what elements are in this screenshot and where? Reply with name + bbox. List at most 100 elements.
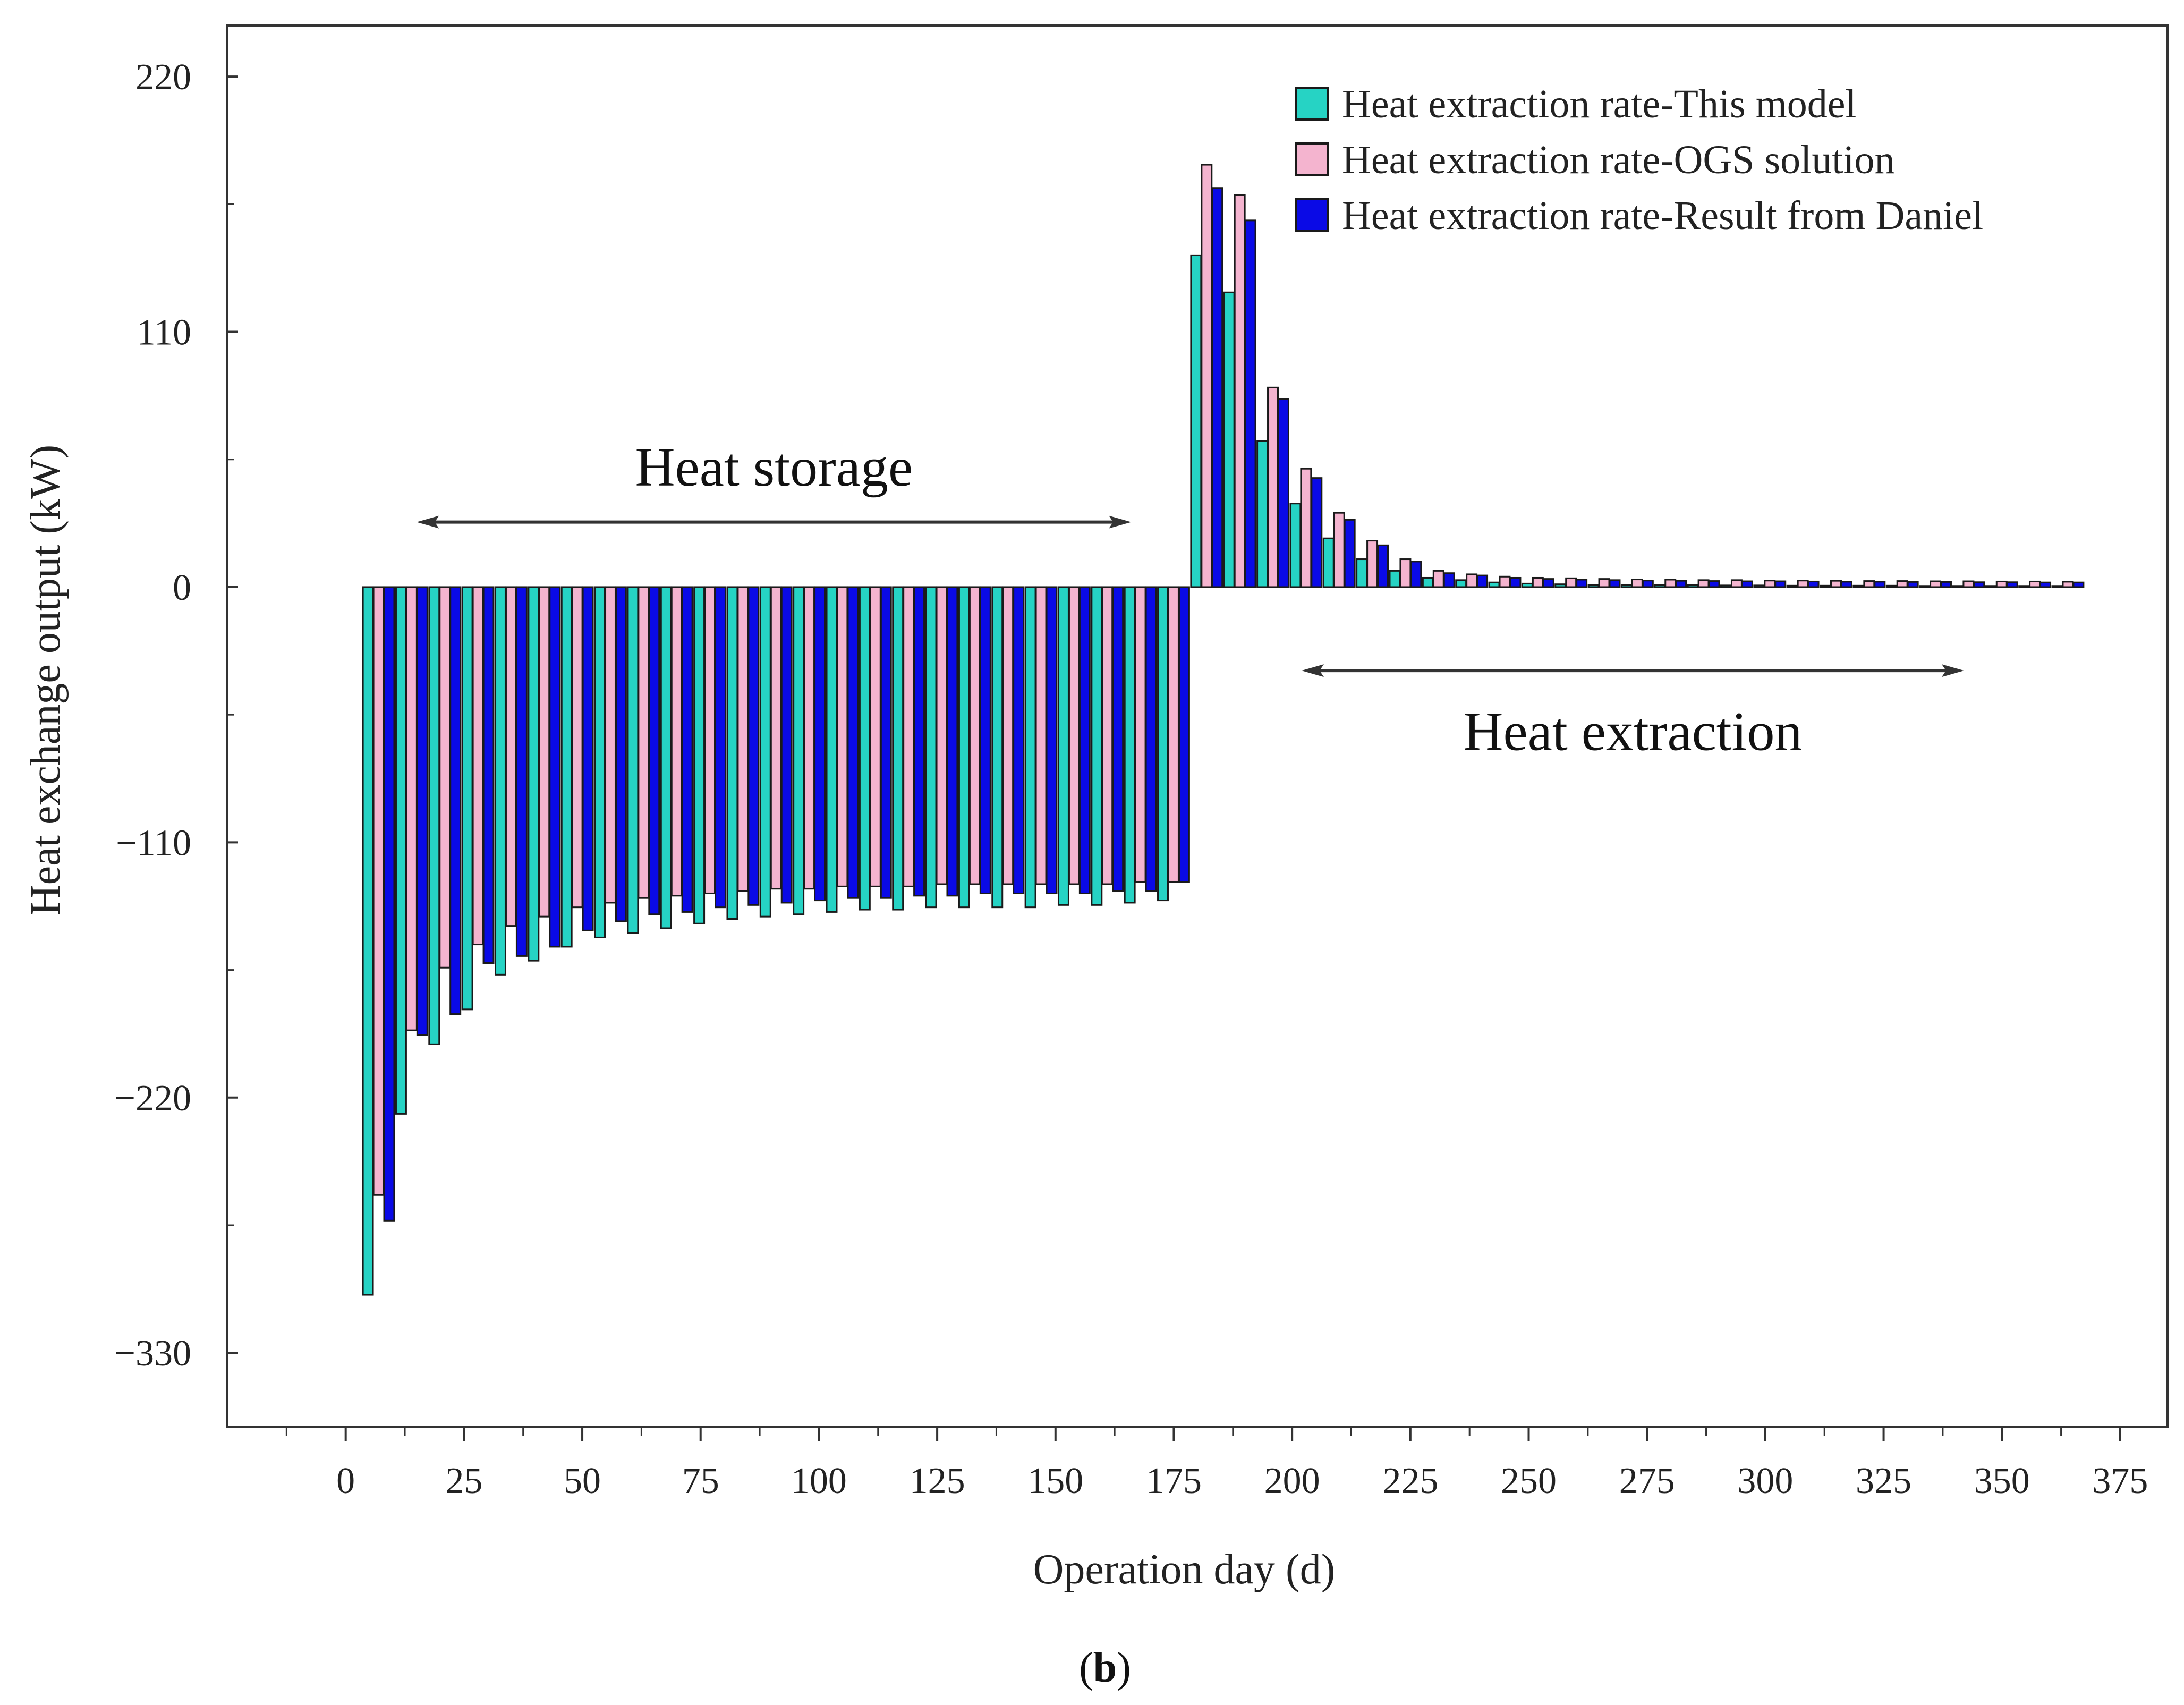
x-tick-label: 250 xyxy=(1501,1461,1557,1502)
bar-series-1-day-133 xyxy=(958,586,970,909)
y-tick-label: 110 xyxy=(137,312,191,353)
caption-open-paren: ( xyxy=(1079,1644,1093,1691)
bar-series-1-day-84 xyxy=(726,586,738,920)
x-tick-label: 300 xyxy=(1737,1461,1793,1502)
bar-series-1-day-147 xyxy=(1024,586,1036,909)
bar-series-2-day-147 xyxy=(1035,586,1047,885)
bar-series-2-day-63 xyxy=(638,586,650,899)
bar-series-2-day-28 xyxy=(472,586,484,946)
bar-series-3-day-147 xyxy=(1046,586,1058,894)
bar-series-1-day-266 xyxy=(1587,584,1600,588)
bar-series-1-day-238 xyxy=(1455,579,1467,588)
bar-series-2-day-182 xyxy=(1201,164,1213,588)
x-tick-label: 25 xyxy=(445,1461,482,1502)
annotation-arrowhead-left xyxy=(1301,664,1324,677)
bar-series-1-day-343 xyxy=(1952,585,1964,588)
y-tick-label: −110 xyxy=(116,822,191,863)
bar-series-3-day-350 xyxy=(2006,581,2018,588)
bar-series-3-day-280 xyxy=(1675,580,1687,588)
bar-series-1-day-154 xyxy=(1057,586,1069,906)
bar-series-1-day-70 xyxy=(660,586,672,929)
legend-label: Heat extraction rate-Result from Daniel xyxy=(1342,193,1983,238)
bar-series-1-day-7 xyxy=(362,586,374,1296)
bar-series-1-day-112 xyxy=(859,586,871,911)
bar-series-1-day-161 xyxy=(1091,586,1103,906)
bar-series-2-day-84 xyxy=(737,586,749,892)
bar-series-1-day-21 xyxy=(428,586,440,1045)
bar-series-1-day-245 xyxy=(1488,581,1500,588)
bar-series-1-day-273 xyxy=(1620,584,1633,588)
bar-series-2-day-329 xyxy=(1896,580,1908,588)
bar-series-1-day-98 xyxy=(793,586,805,915)
x-tick-label: 175 xyxy=(1146,1461,1202,1502)
x-tick-label: 150 xyxy=(1027,1461,1083,1502)
bar-series-1-day-91 xyxy=(759,586,771,918)
x-tick-label: 350 xyxy=(1974,1461,2030,1502)
bar-series-3-day-266 xyxy=(1609,579,1621,588)
annotation-arrowhead-right xyxy=(1941,664,1964,677)
bar-series-3-day-28 xyxy=(482,586,495,964)
bar-series-3-day-126 xyxy=(946,586,958,897)
bar-series-2-day-196 xyxy=(1267,386,1279,588)
bar-series-2-day-140 xyxy=(1002,586,1014,885)
y-tick-label: 220 xyxy=(135,57,191,98)
bar-series-3-day-84 xyxy=(747,586,760,906)
bar-series-2-day-252 xyxy=(1532,576,1544,588)
bar-series-2-day-245 xyxy=(1499,575,1511,588)
bar-series-1-day-35 xyxy=(495,586,506,976)
y-tick-label: −330 xyxy=(115,1333,191,1374)
bar-series-3-day-49 xyxy=(582,586,594,931)
bar-series-1-day-217 xyxy=(1356,558,1368,588)
bar-series-2-day-70 xyxy=(670,586,683,897)
bar-series-1-day-259 xyxy=(1554,583,1567,588)
bar-series-2-day-266 xyxy=(1598,578,1610,588)
bar-series-1-day-14 xyxy=(395,586,407,1115)
bar-series-3-day-133 xyxy=(979,586,991,894)
bar-series-1-day-63 xyxy=(627,586,639,934)
annotation-label: Heat extraction xyxy=(1463,701,1802,762)
x-tick-label: 225 xyxy=(1382,1461,1438,1502)
bar-series-1-day-42 xyxy=(528,586,540,962)
bar-series-2-day-280 xyxy=(1664,579,1677,588)
bar-series-3-day-245 xyxy=(1509,576,1522,588)
bar-series-2-day-287 xyxy=(1697,579,1710,588)
bar-series-3-day-252 xyxy=(1542,578,1554,588)
legend: Heat extraction rate-This model Heat extr… xyxy=(1295,82,1983,238)
bar-series-3-day-91 xyxy=(780,586,793,904)
bar-series-3-day-119 xyxy=(913,586,925,897)
legend-swatch xyxy=(1295,87,1329,121)
bar-series-2-day-56 xyxy=(605,586,616,904)
bar-series-2-day-133 xyxy=(968,586,981,885)
x-tick-label: 125 xyxy=(910,1461,965,1502)
bar-series-1-day-140 xyxy=(991,586,1004,909)
bar-series-2-day-210 xyxy=(1333,512,1345,588)
bar-series-2-day-42 xyxy=(538,586,550,918)
bar-series-2-day-175 xyxy=(1167,586,1179,883)
bar-series-2-day-7 xyxy=(372,586,385,1196)
bar-series-3-day-175 xyxy=(1178,586,1190,883)
x-tick-label: 0 xyxy=(336,1461,355,1502)
bar-series-1-day-105 xyxy=(826,586,838,913)
x-tick-label: 200 xyxy=(1264,1461,1320,1502)
bar-series-3-day-35 xyxy=(515,586,528,957)
bar-series-3-day-301 xyxy=(1774,580,1787,588)
bar-series-3-day-343 xyxy=(1973,581,1985,588)
bar-series-3-day-287 xyxy=(1708,580,1720,588)
annotation-label: Heat storage xyxy=(635,437,913,498)
bar-series-3-day-140 xyxy=(1013,586,1025,894)
bar-series-3-day-308 xyxy=(1807,580,1820,588)
bar-series-2-day-35 xyxy=(505,586,517,927)
bar-series-3-day-168 xyxy=(1145,586,1157,892)
bar-series-3-day-217 xyxy=(1377,544,1389,588)
legend-label: Heat extraction rate-OGS solution xyxy=(1342,138,1894,182)
bar-series-2-day-224 xyxy=(1399,558,1412,588)
figure-caption: (b) xyxy=(1079,1644,1131,1691)
bar-series-1-day-322 xyxy=(1852,584,1865,588)
bar-series-3-day-273 xyxy=(1642,580,1654,588)
bar-series-1-day-119 xyxy=(892,586,904,911)
bar-series-3-day-56 xyxy=(615,586,627,922)
bar-series-2-day-126 xyxy=(936,586,948,885)
y-tick-label: 0 xyxy=(173,567,191,608)
x-tick-label: 50 xyxy=(564,1461,601,1502)
